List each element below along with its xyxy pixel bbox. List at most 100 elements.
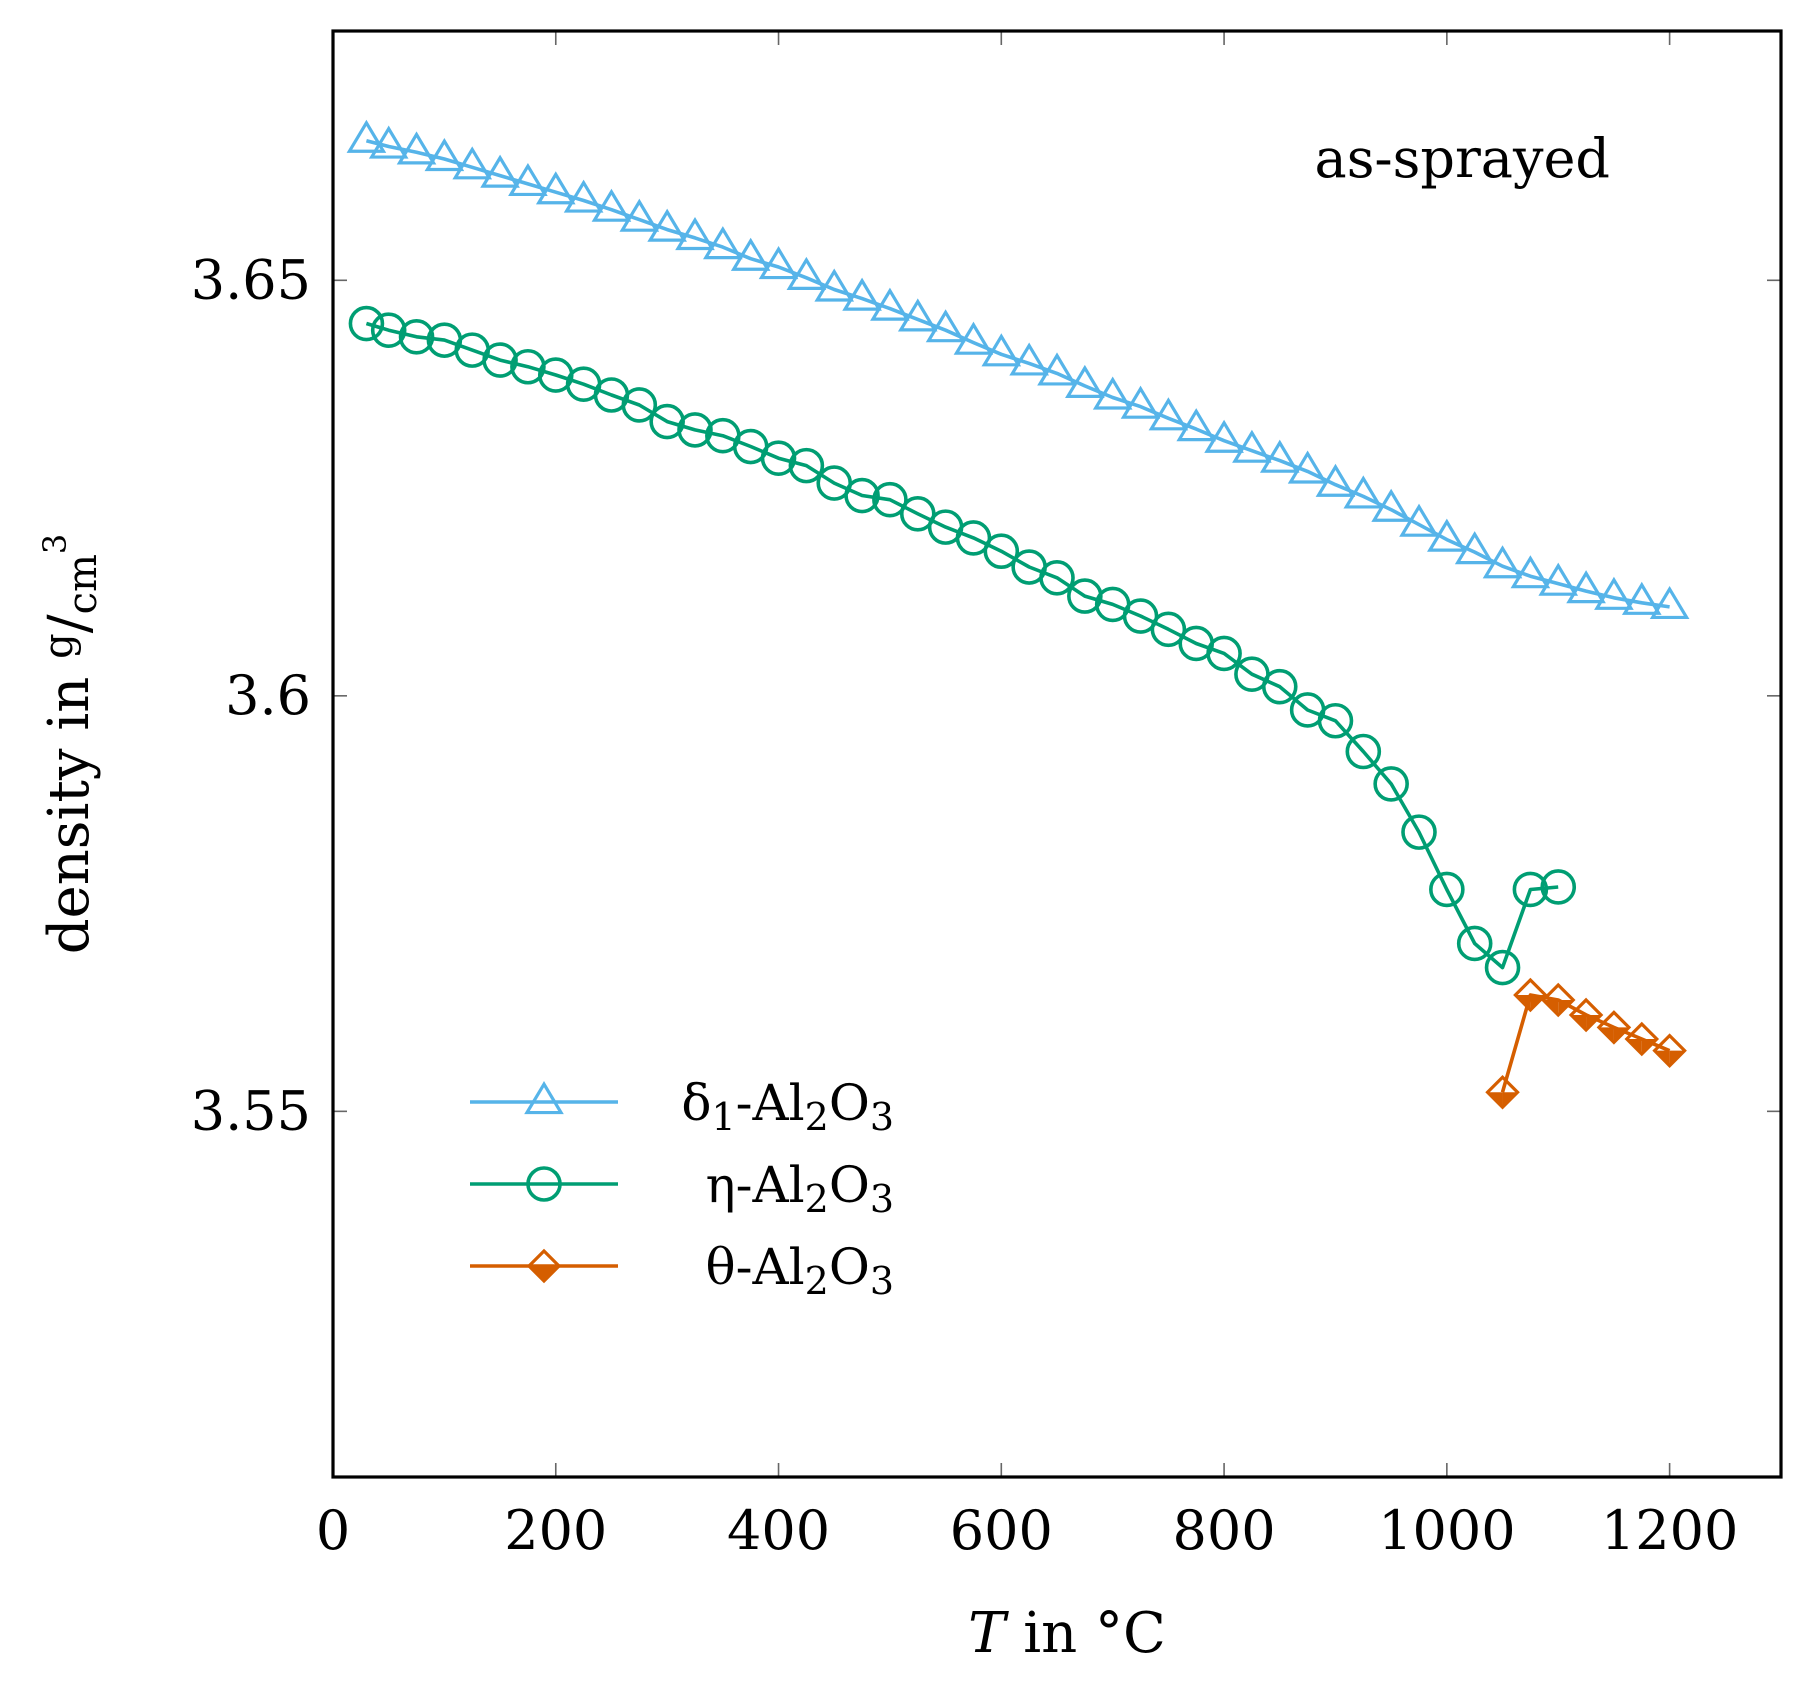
data-point-delta bbox=[842, 277, 882, 311]
y-axis-label-unit-sup: 3 bbox=[36, 534, 74, 554]
series-layer bbox=[346, 119, 1690, 1110]
data-point-eta bbox=[398, 319, 435, 355]
data-point-delta bbox=[703, 226, 743, 260]
legend-label-delta: δ1-Al2O3 bbox=[681, 1074, 894, 1139]
series-line-eta bbox=[365, 321, 1559, 970]
data-point-delta bbox=[1092, 376, 1133, 410]
data-point-theta bbox=[1652, 1033, 1687, 1068]
data-point-eta bbox=[1456, 925, 1493, 962]
data-point-delta bbox=[647, 208, 687, 242]
data-point-eta bbox=[677, 412, 713, 448]
x-axis-label: T in °C bbox=[968, 1601, 1166, 1666]
data-point-eta bbox=[1373, 766, 1409, 802]
data-point-delta bbox=[1454, 531, 1495, 565]
data-point-theta bbox=[1596, 1010, 1632, 1045]
legend-label-part: 2 bbox=[805, 1095, 829, 1139]
data-point-delta bbox=[925, 309, 966, 343]
data-point-theta-outline bbox=[1652, 1033, 1687, 1068]
data-point-delta bbox=[1538, 562, 1579, 596]
y-tick-label: 3.55 bbox=[191, 1079, 311, 1142]
data-point-eta bbox=[1122, 598, 1159, 634]
data-point-eta bbox=[983, 533, 1020, 570]
data-point-delta bbox=[870, 287, 910, 321]
data-point-eta bbox=[1150, 611, 1187, 648]
data-point-delta bbox=[535, 171, 576, 205]
data-point-delta bbox=[591, 188, 632, 222]
x-tick-label: 600 bbox=[950, 1499, 1053, 1562]
legend-label-part: 2 bbox=[805, 1259, 829, 1303]
data-point-delta bbox=[730, 237, 771, 271]
legend-label-part: -Al bbox=[736, 1156, 805, 1214]
legend-label-part: -Al bbox=[736, 1238, 805, 1296]
legend-entry-theta: θ-Al2O3 bbox=[470, 1238, 894, 1303]
data-point-delta bbox=[1482, 545, 1523, 579]
data-point-delta bbox=[1176, 408, 1217, 442]
x-axis-label-symbol: T bbox=[968, 1601, 1009, 1666]
x-tick-label: 800 bbox=[1173, 1499, 1276, 1562]
data-point-theta-outline bbox=[1540, 982, 1576, 1018]
x-tick-label: 200 bbox=[504, 1499, 607, 1562]
data-point-eta bbox=[1401, 814, 1437, 850]
legend-entry-delta: δ1-Al2O3 bbox=[470, 1074, 894, 1139]
y-axis-label-unit-num: g bbox=[36, 633, 82, 659]
data-point-eta bbox=[1345, 733, 1382, 770]
legend-label-part: O bbox=[829, 1238, 870, 1296]
data-point-theta bbox=[1568, 997, 1604, 1033]
data-point-delta bbox=[480, 154, 520, 188]
data-point-delta bbox=[424, 138, 465, 172]
data-point-delta bbox=[1037, 352, 1077, 386]
data-point-delta bbox=[452, 146, 493, 180]
data-point-delta bbox=[1649, 585, 1690, 620]
data-point-theta-outline bbox=[1624, 1021, 1660, 1057]
x-tick-label: 400 bbox=[727, 1499, 830, 1562]
data-point-eta bbox=[1317, 702, 1354, 739]
y-axis-label-unit-den: cm bbox=[60, 554, 106, 614]
data-point-eta bbox=[760, 440, 797, 476]
data-point-eta bbox=[482, 342, 518, 378]
data-point-delta bbox=[1232, 429, 1272, 463]
legend-label-part: O bbox=[829, 1156, 870, 1214]
data-point-delta bbox=[1621, 581, 1662, 615]
y-axis-label-main: density in bbox=[37, 659, 102, 954]
data-point-eta bbox=[1206, 635, 1242, 672]
x-tick-label: 1200 bbox=[1601, 1499, 1738, 1562]
legend-entry-eta: η-Al2O3 bbox=[470, 1156, 894, 1221]
y-axis-label: density in g/cm3 bbox=[36, 534, 106, 955]
data-point-eta bbox=[1484, 949, 1521, 986]
series-eta bbox=[348, 305, 1577, 986]
legend-marker-eta bbox=[526, 1166, 562, 1202]
data-point-delta bbox=[1510, 555, 1551, 589]
series-delta bbox=[346, 119, 1690, 620]
data-point-delta bbox=[1315, 463, 1356, 497]
legend-label-theta: θ-Al2O3 bbox=[706, 1238, 894, 1303]
data-point-theta bbox=[1485, 1074, 1520, 1110]
legend-label-part: 3 bbox=[870, 1259, 894, 1303]
data-point-delta bbox=[1148, 397, 1189, 431]
legend-label-part: δ bbox=[681, 1074, 711, 1132]
data-point-delta bbox=[758, 246, 799, 280]
data-point-theta-outline bbox=[1485, 1074, 1520, 1110]
data-point-delta bbox=[619, 198, 660, 232]
data-point-delta bbox=[897, 298, 938, 332]
x-tick-label: 0 bbox=[316, 1499, 350, 1562]
data-point-eta bbox=[788, 447, 825, 484]
data-point-eta bbox=[1512, 871, 1549, 908]
data-point-delta bbox=[396, 131, 437, 165]
legend-label-eta: η-Al2O3 bbox=[706, 1156, 894, 1221]
y-axis-label-text-group: density in g/cm3 bbox=[36, 534, 106, 955]
data-point-delta bbox=[508, 162, 548, 197]
data-point-eta bbox=[844, 477, 880, 514]
data-point-eta bbox=[621, 387, 658, 423]
plot-area-frame bbox=[331, 29, 1783, 1479]
data-point-theta bbox=[1513, 977, 1548, 1013]
data-point-delta bbox=[1009, 342, 1049, 376]
data-point-eta bbox=[348, 305, 385, 342]
data-point-delta bbox=[1371, 488, 1411, 522]
data-point-delta bbox=[1204, 419, 1244, 453]
data-point-theta-outline bbox=[1596, 1010, 1632, 1045]
data-point-delta bbox=[1594, 576, 1634, 610]
tick-layer: 0 200 400 600 800 1000 1200 3.55 3.6 3.65 bbox=[191, 31, 1781, 1562]
data-point-delta bbox=[1343, 475, 1384, 509]
data-point-delta bbox=[786, 256, 827, 290]
